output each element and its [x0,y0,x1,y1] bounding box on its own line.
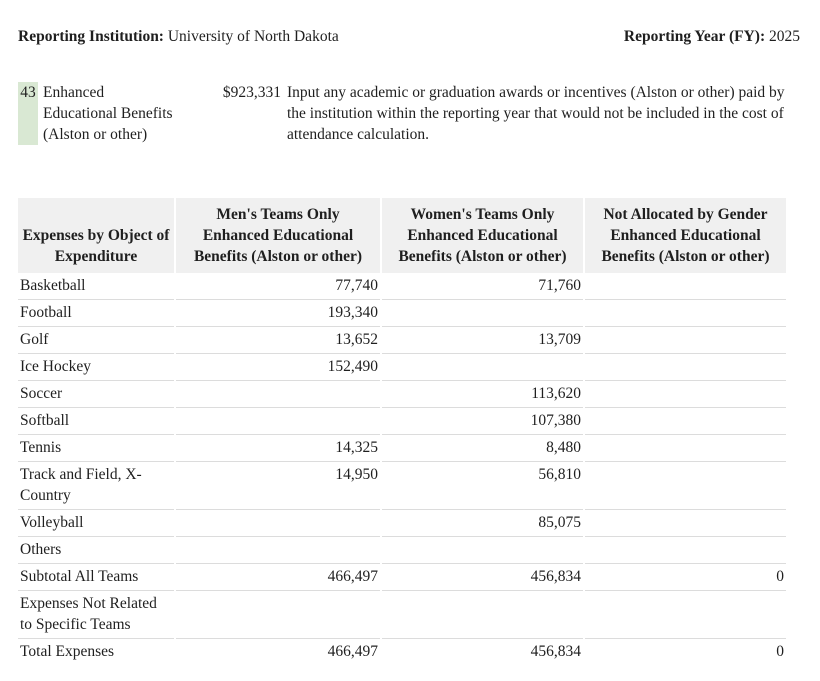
cell-not-allocated [585,300,786,327]
question-description: Input any academic or graduation awards … [287,84,785,143]
question-value: $923,331 [222,84,281,101]
cell-not-allocated [585,462,786,510]
cell-not-allocated: 0 [585,564,786,591]
cell-men: 77,740 [176,273,380,300]
cell-not-allocated [585,273,786,300]
reporting-institution: Reporting Institution: University of Nor… [18,27,339,47]
cell-women [382,591,583,639]
row-label: Subtotal All Teams [18,564,174,591]
row-label: Total Expenses [20,643,115,660]
table-row: Others [18,537,786,564]
row-label: Softball [18,408,174,435]
cell-men: 14,325 [176,435,380,462]
cell-women: 456,834 [530,643,581,660]
reporting-year: Reporting Year (FY): 2025 [624,27,800,47]
cell-not-allocated [585,435,786,462]
cell-women [382,537,583,564]
row-label: Football [18,300,174,327]
row-label: Others [18,537,174,564]
cell-men [176,381,380,408]
cell-men: 13,652 [176,327,380,354]
row-label: Tennis [18,435,174,462]
cell-women [382,354,583,381]
table-row: Total Expenses 466,497 456,834 0 [18,639,786,665]
row-label: Soccer [18,381,174,408]
cell-women: 8,480 [382,435,583,462]
cell-not-allocated [585,354,786,381]
cell-women [382,300,583,327]
expense-table-header: Expenses by Object of Expenditure Men's … [18,198,786,273]
row-label: Ice Hockey [18,354,174,381]
header-womens-teams: Women's Teams Only Enhanced Educational … [382,198,583,273]
table-row: Expenses Not Related to Specific Teams [18,591,786,639]
cell-men: 193,340 [176,300,380,327]
cell-men: 466,497 [327,643,378,660]
row-label: Expenses Not Related to Specific Teams [18,591,174,639]
question-43-row: 43 Enhanced Educational Benefits (Alston… [18,82,806,145]
cell-men: 14,950 [176,462,380,510]
cell-women: 456,834 [382,564,583,591]
cell-men [176,510,380,537]
header-not-allocated: Not Allocated by Gender Enhanced Educati… [585,198,786,273]
reporting-header: Reporting Institution: University of Nor… [18,27,800,47]
cell-men: 466,497 [176,564,380,591]
table-row: Football 193,340 [18,300,786,327]
row-label: Basketball [18,273,174,300]
cell-women: 113,620 [382,381,583,408]
row-label: Volleyball [18,510,174,537]
question-number-badge: 43 [18,82,38,145]
cell-not-allocated [585,408,786,435]
cell-women: 85,075 [382,510,583,537]
cell-women: 13,709 [382,327,583,354]
row-label: Golf [18,327,174,354]
expense-table: Expenses by Object of Expenditure Men's … [16,198,788,665]
reporting-institution-label: Reporting Institution: [18,28,164,45]
cell-men [176,537,380,564]
cell-not-allocated [585,510,786,537]
reporting-institution-value: University of North Dakota [167,28,339,45]
table-row: Track and Field, X-Country 14,950 56,810 [18,462,786,510]
table-row: Soccer 113,620 [18,381,786,408]
expense-table-body: Basketball 77,740 71,760 Football 193,340 Gol… [18,273,786,665]
cell-not-allocated [585,327,786,354]
cell-women: 71,760 [382,273,583,300]
table-row: Basketball 77,740 71,760 [18,273,786,300]
table-row: Softball 107,380 [18,408,786,435]
table-row: Subtotal All Teams 466,497 456,834 0 [18,564,786,591]
row-label: Track and Field, X-Country [18,462,174,510]
cell-men [176,408,380,435]
table-row: Tennis 14,325 8,480 [18,435,786,462]
cell-women: 56,810 [382,462,583,510]
reporting-year-value: 2025 [769,28,800,45]
header-mens-teams: Men's Teams Only Enhanced Educational Be… [176,198,380,273]
header-expenses-by-object: Expenses by Object of Expenditure [18,198,174,273]
cell-men [176,591,380,639]
table-row: Volleyball 85,075 [18,510,786,537]
cell-not-allocated: 0 [776,643,784,660]
table-row: Golf 13,652 13,709 [18,327,786,354]
cell-not-allocated [585,591,786,639]
question-label: Enhanced Educational Benefits (Alston or… [43,84,173,143]
table-row: Ice Hockey 152,490 [18,354,786,381]
reporting-year-label: Reporting Year (FY): [623,28,766,45]
cell-not-allocated [585,537,786,564]
cell-women: 107,380 [382,408,583,435]
cell-not-allocated [585,381,786,408]
cell-men: 152,490 [176,354,380,381]
